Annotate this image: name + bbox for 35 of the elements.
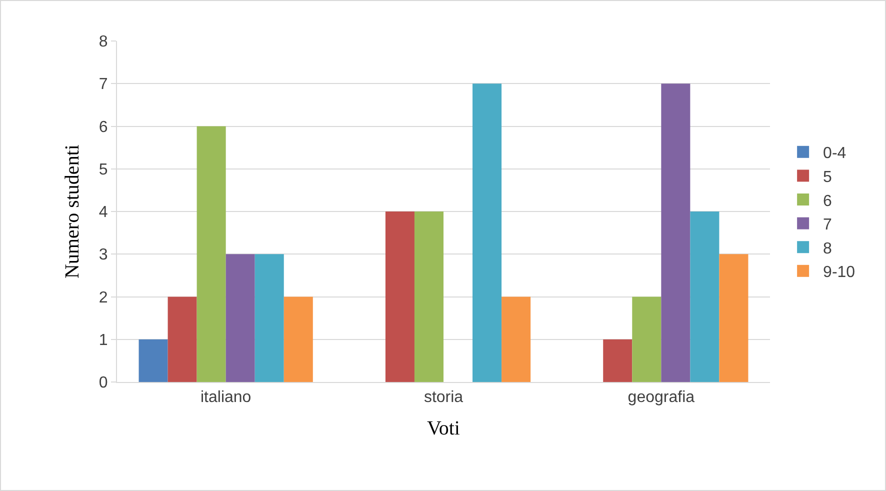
y-tick-label: 6: [98, 118, 108, 136]
y-tick-label: 8: [98, 34, 108, 51]
bar: [226, 254, 255, 382]
y-tick-label: 1: [98, 332, 108, 349]
bar: [196, 126, 226, 382]
legend-label: 5: [823, 168, 832, 186]
bar: [719, 254, 748, 382]
bar: [661, 84, 690, 382]
x-tick-label: italiano: [200, 389, 252, 406]
legend-label: 7: [823, 216, 832, 234]
bar: [414, 212, 444, 382]
x-tick-label: storia: [424, 389, 464, 406]
legend-label: 6: [823, 192, 832, 210]
bar: [168, 296, 197, 382]
legend-label: 8: [823, 240, 832, 258]
bar: [502, 296, 531, 382]
y-tick-label: 3: [98, 246, 108, 264]
bar: [284, 296, 313, 382]
bar: [690, 212, 720, 382]
bar: [254, 254, 284, 382]
y-tick-label: 5: [98, 161, 108, 178]
bar: [632, 296, 662, 382]
bar: [138, 339, 168, 382]
legend-label: 0-4: [823, 145, 846, 162]
x-tick-label: geografia: [628, 389, 695, 406]
y-tick-label: 4: [98, 204, 108, 222]
bar: [603, 339, 632, 382]
bar: [472, 84, 502, 382]
bar: [385, 212, 414, 382]
y-axis-title: Numero studenti: [61, 144, 84, 278]
legend-label: 9-10: [823, 264, 856, 282]
y-tick-label: 7: [98, 76, 108, 94]
y-tick-label: 2: [98, 289, 108, 306]
x-axis-title: Voti: [427, 418, 460, 440]
y-tick-label: 0: [98, 374, 108, 392]
